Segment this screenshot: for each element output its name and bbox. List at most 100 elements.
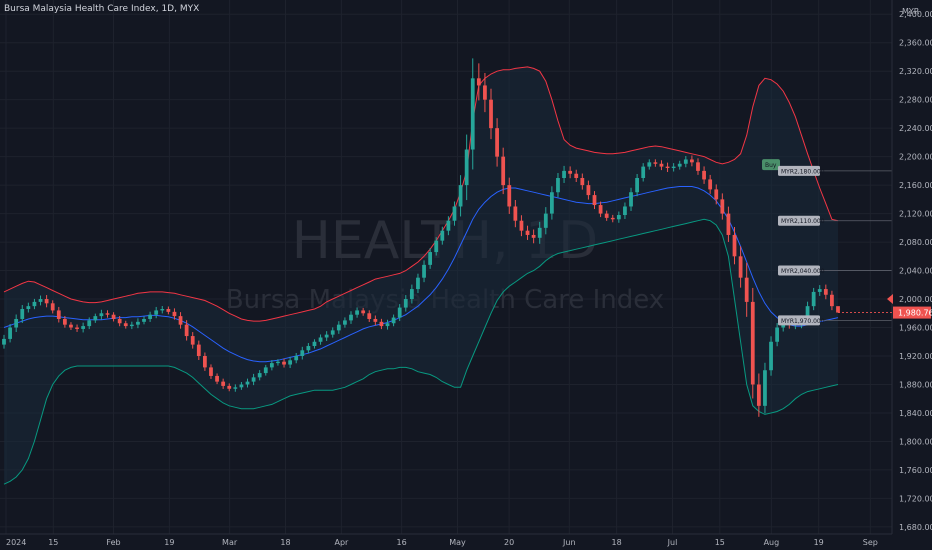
- y-tick-label: 2,400.00: [899, 10, 932, 19]
- candle-body: [148, 314, 152, 319]
- candle-body: [629, 192, 633, 207]
- y-tick-label: 1,880.00: [899, 380, 932, 389]
- candle-body: [671, 166, 676, 169]
- candle-body: [379, 321, 384, 327]
- x-tick-label: 18: [280, 538, 290, 547]
- candle-body: [233, 387, 238, 389]
- candle-body: [416, 277, 420, 290]
- candle-body: [251, 377, 256, 382]
- candle-body: [111, 314, 116, 319]
- candle-body: [294, 356, 299, 361]
- candle-body: [452, 206, 457, 221]
- candle-body: [221, 381, 226, 386]
- y-tick-label: 2,280.00: [899, 96, 932, 105]
- price-axis[interactable]: MYR 2,400.00 2,360.00 2,320.00 2,280.00 2,24…: [891, 0, 932, 534]
- candle-body: [44, 299, 49, 304]
- candle-body: [349, 314, 353, 321]
- candle-body: [166, 309, 171, 312]
- candle-body: [318, 337, 323, 342]
- candle-body: [343, 320, 347, 325]
- x-tick-label: Apr: [334, 538, 349, 547]
- candle-body: [99, 313, 104, 317]
- candle-body: [306, 346, 311, 351]
- x-tick-label: 2024: [6, 538, 26, 547]
- candle-body: [586, 185, 591, 196]
- x-tick-label: May: [449, 538, 466, 547]
- candle-body: [330, 330, 335, 335]
- candle-body: [464, 149, 469, 186]
- time-axis[interactable]: 2024 15 Feb 19 Mar 18 Apr 16 May 20 Jun 18 Jul 15 Aug 1…: [0, 533, 932, 550]
- target-label-text: MYR2,040.000: [781, 268, 825, 275]
- time-axis-background: [0, 534, 932, 550]
- candle-body: [836, 306, 840, 313]
- candle-body: [659, 163, 664, 167]
- candle-body: [245, 381, 250, 385]
- candle-body: [409, 289, 414, 300]
- candle-body: [81, 326, 86, 329]
- y-tick-label: 2,160.00: [899, 181, 932, 190]
- candle-body: [93, 316, 98, 321]
- candle-body: [190, 336, 195, 345]
- candle-body: [592, 195, 597, 206]
- candle-body: [568, 170, 573, 174]
- y-tick-label: 2,000.00: [899, 295, 932, 304]
- y-tick-label: 1,920.00: [899, 352, 932, 361]
- currency-label: MYR: [902, 7, 920, 16]
- candle-body: [203, 356, 207, 368]
- candle-body: [355, 310, 359, 315]
- candle-body: [483, 85, 487, 100]
- candle-body: [610, 217, 615, 220]
- candle-body: [227, 385, 232, 389]
- y-tick-label: 2,320.00: [899, 67, 932, 76]
- candle-body: [817, 289, 822, 292]
- candle-body: [823, 289, 828, 295]
- x-tick-label: Sep: [863, 538, 878, 547]
- y-tick-label: 1,760.00: [899, 466, 932, 475]
- candle-body: [160, 309, 165, 311]
- candle-body: [136, 321, 140, 325]
- candle-body: [373, 318, 378, 322]
- candle-body: [708, 179, 713, 190]
- candle-body: [458, 185, 463, 207]
- candle-body: [811, 291, 816, 307]
- candle-body: [531, 234, 536, 238]
- candle-body: [196, 344, 201, 356]
- candle-body: [519, 220, 524, 231]
- x-tick-label: 19: [164, 538, 174, 547]
- x-tick-label: Aug: [764, 538, 780, 547]
- x-tick-label: Jun: [562, 538, 576, 547]
- candle-body: [501, 156, 506, 186]
- candle-body: [769, 341, 773, 371]
- candle-body: [677, 163, 682, 167]
- buy-marker: [762, 159, 780, 171]
- candle-body: [830, 294, 834, 307]
- candle-body: [32, 301, 37, 307]
- price-axis-background: [892, 0, 932, 534]
- y-tick-label: 2,360.00: [899, 39, 932, 48]
- candle-body: [714, 189, 719, 200]
- candle-body: [732, 234, 737, 257]
- candle-body: [184, 324, 189, 337]
- candle-body: [239, 384, 244, 388]
- x-tick-label: Feb: [106, 538, 120, 547]
- candle-body: [105, 313, 110, 315]
- candle-body: [56, 310, 61, 319]
- x-tick-label: Mar: [222, 538, 238, 547]
- candle-body: [367, 313, 372, 319]
- candle-body: [537, 227, 542, 238]
- target-label: [778, 165, 820, 176]
- candle-body: [726, 213, 731, 235]
- candle-body: [805, 306, 810, 321]
- candle-body: [87, 320, 92, 327]
- bollinger-band-fill: [4, 66, 838, 485]
- candle-body: [647, 162, 652, 167]
- y-tick-label: 1,720.00: [899, 494, 932, 503]
- x-tick-label: 15: [48, 538, 58, 547]
- y-tick-label: 2,200.00: [899, 153, 932, 162]
- candle-body: [756, 384, 761, 406]
- candle-body: [312, 341, 317, 347]
- candle-body: [69, 324, 73, 328]
- x-tick-label: Jul: [667, 538, 678, 547]
- candle-body: [574, 173, 579, 178]
